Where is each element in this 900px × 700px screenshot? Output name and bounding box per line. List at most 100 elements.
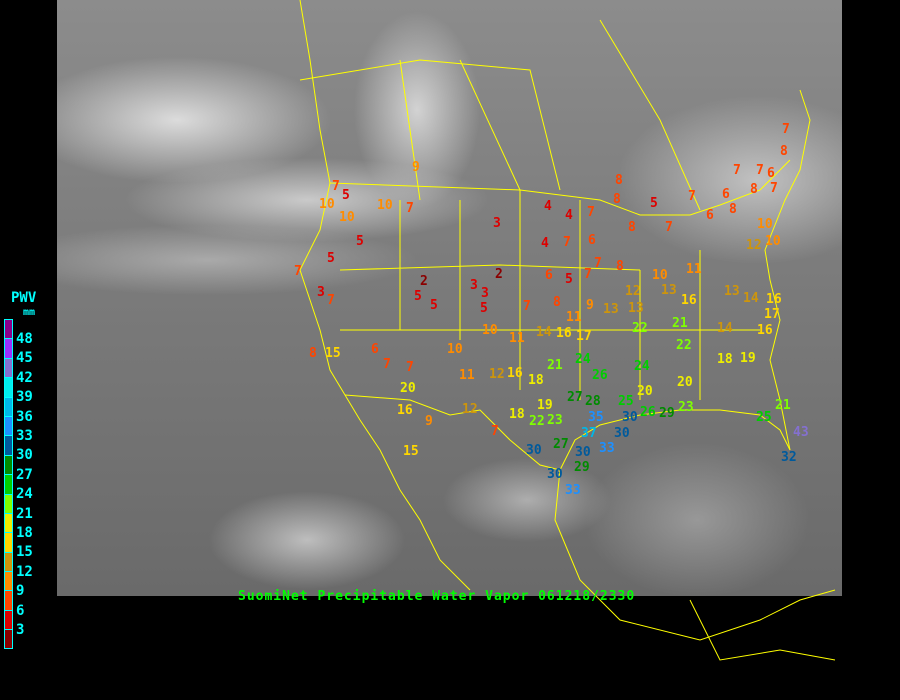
legend-swatch <box>4 493 13 513</box>
legend-label: 36 <box>16 408 33 425</box>
station-pwv-value: 12 <box>489 366 505 382</box>
satellite-map <box>57 0 842 596</box>
station-pwv-value: 27 <box>567 389 583 405</box>
station-pwv-value: 30 <box>622 409 638 425</box>
station-pwv-value: 5 <box>650 195 658 211</box>
station-pwv-value: 7 <box>584 266 592 282</box>
station-pwv-value: 24 <box>575 351 591 367</box>
station-pwv-value: 9 <box>586 297 594 313</box>
station-pwv-value: 30 <box>547 466 563 482</box>
station-pwv-value: 9 <box>412 159 420 175</box>
station-pwv-value: 14 <box>743 290 759 306</box>
station-pwv-value: 10 <box>339 209 355 225</box>
station-pwv-value: 8 <box>553 294 561 310</box>
legend-swatch <box>4 629 13 649</box>
station-pwv-value: 8 <box>616 258 624 274</box>
legend-swatch <box>4 415 13 436</box>
station-pwv-value: 7 <box>594 255 602 271</box>
station-pwv-value: 21 <box>547 357 563 373</box>
station-pwv-value: 10 <box>377 197 393 213</box>
station-pwv-value: 7 <box>688 188 696 204</box>
station-pwv-value: 7 <box>383 356 391 372</box>
station-pwv-value: 30 <box>614 425 630 441</box>
station-pwv-value: 14 <box>717 320 733 336</box>
station-pwv-value: 7 <box>587 204 595 220</box>
station-pwv-value: 8 <box>780 143 788 159</box>
station-pwv-value: 8 <box>613 191 621 207</box>
station-pwv-value: 18 <box>717 351 733 367</box>
station-pwv-value: 10 <box>757 216 773 232</box>
station-pwv-value: 2 <box>420 273 428 289</box>
station-pwv-value: 8 <box>729 201 737 217</box>
station-pwv-value: 8 <box>309 345 317 361</box>
station-pwv-value: 16 <box>397 402 413 418</box>
station-pwv-value: 13 <box>661 282 677 298</box>
station-pwv-value: 35 <box>588 409 604 425</box>
station-pwv-value: 29 <box>574 459 590 475</box>
station-pwv-value: 14 <box>536 324 552 340</box>
station-pwv-value: 5 <box>480 300 488 316</box>
station-pwv-value: 23 <box>678 399 694 415</box>
legend-label: 24 <box>16 486 33 503</box>
station-pwv-value: 4 <box>565 207 573 223</box>
station-pwv-value: 22 <box>632 320 648 336</box>
station-pwv-value: 3 <box>317 284 325 300</box>
station-pwv-value: 16 <box>757 322 773 338</box>
legend-swatch <box>4 357 13 378</box>
station-pwv-value: 19 <box>537 397 553 413</box>
station-pwv-value: 7 <box>327 292 335 308</box>
station-pwv-value: 17 <box>764 306 780 322</box>
map-caption: SuomiNet Precipitable Water Vapor 061218… <box>238 589 636 604</box>
legend-label: 21 <box>16 505 33 522</box>
station-pwv-value: 6 <box>767 165 775 181</box>
station-pwv-value: 8 <box>615 172 623 188</box>
legend-label: 3 <box>16 622 25 638</box>
legend-swatch <box>4 377 13 397</box>
station-pwv-value: 29 <box>659 405 675 421</box>
station-pwv-value: 5 <box>565 271 573 287</box>
legend-label: 48 <box>16 331 33 347</box>
legend-title: PWV <box>11 290 37 306</box>
station-pwv-value: 7 <box>523 298 531 314</box>
station-pwv-value: 17 <box>576 328 592 344</box>
station-pwv-value: 21 <box>672 315 688 331</box>
station-pwv-value: 16 <box>681 292 697 308</box>
station-pwv-value: 16 <box>507 365 523 381</box>
station-pwv-value: 3 <box>493 215 501 231</box>
station-pwv-value: 5 <box>414 288 422 304</box>
station-pwv-value: 20 <box>400 380 416 396</box>
station-pwv-value: 13 <box>724 283 740 299</box>
station-pwv-value: 6 <box>371 341 379 357</box>
legend-swatch <box>4 590 13 610</box>
legend-unit: mm <box>23 307 36 318</box>
station-pwv-value: 18 <box>528 372 544 388</box>
station-pwv-value: 10 <box>652 267 668 283</box>
station-pwv-value: 7 <box>733 162 741 178</box>
station-pwv-value: 32 <box>781 449 797 465</box>
station-pwv-value: 26 <box>640 404 656 420</box>
station-pwv-value: 11 <box>566 309 582 325</box>
station-pwv-value: 10 <box>765 233 781 249</box>
station-pwv-value: 5 <box>327 250 335 266</box>
station-pwv-value: 10 <box>319 196 335 212</box>
legend-label: 18 <box>16 525 33 541</box>
station-pwv-value: 3 <box>470 277 478 293</box>
station-pwv-value: 5 <box>342 187 350 203</box>
legend-label: 33 <box>16 428 33 444</box>
legend-swatch <box>4 571 13 591</box>
east-coast <box>764 89 811 451</box>
us-mexico-border <box>344 394 561 471</box>
station-pwv-value: 22 <box>529 413 545 429</box>
legend-swatch <box>4 338 13 358</box>
station-pwv-value: 19 <box>740 350 756 366</box>
station-pwv-value: 6 <box>706 207 714 223</box>
station-pwv-value: 33 <box>599 440 615 456</box>
station-pwv-value: 6 <box>588 232 596 248</box>
legend-label: 9 <box>16 583 25 600</box>
station-pwv-value: 11 <box>509 330 525 346</box>
us-canada-border <box>329 159 791 216</box>
station-pwv-value: 7 <box>756 162 764 178</box>
station-pwv-value: 6 <box>722 186 730 202</box>
station-pwv-value: 13 <box>603 301 619 317</box>
